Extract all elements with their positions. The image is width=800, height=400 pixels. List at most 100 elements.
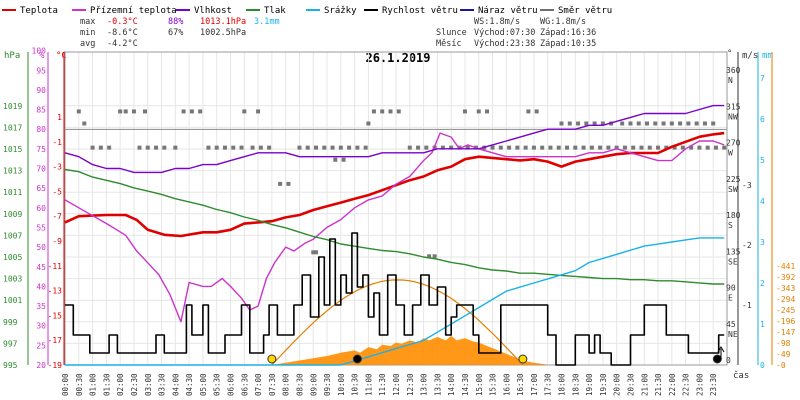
- wind-axis-label: m/s: [742, 51, 758, 61]
- x-tick-label: 14:30: [461, 373, 470, 396]
- wind-direction-mark: [678, 121, 683, 126]
- wind-direction-mark: [330, 145, 335, 150]
- dir-cardinal-label: SE: [728, 257, 738, 266]
- x-tick-label: 03:00: [144, 373, 153, 396]
- wind-direction-mark: [107, 145, 112, 150]
- temp-tick-label: 1: [57, 113, 62, 122]
- x-tick-label: 01:00: [89, 373, 98, 396]
- hum-tick-label: 75: [36, 145, 46, 154]
- wind-direction-mark: [145, 145, 150, 150]
- stats-panel: max -0.3°C 88% 1013.1hPa 3.1mm min -8.6°…: [80, 17, 280, 49]
- x-tick-label: 00:00: [61, 373, 70, 396]
- press-tick-label: 1001: [3, 296, 22, 305]
- wind-direction-mark: [305, 145, 310, 150]
- dir-tick-label: 315: [726, 102, 741, 111]
- x-tick-label: 02:00: [116, 373, 125, 396]
- solar-tick-label: -294: [776, 295, 795, 304]
- wind-direction-mark: [669, 121, 674, 126]
- x-tick-label: 16:30: [516, 373, 525, 396]
- rain-tick-label: 2: [760, 279, 765, 288]
- wind-direction-mark: [355, 145, 360, 150]
- wind-direction-mark: [286, 181, 291, 186]
- wind-direction-mark: [407, 145, 412, 150]
- wind-direction-mark: [416, 145, 421, 150]
- wind-direction-mark: [341, 157, 346, 162]
- solar-radiation-area: [271, 335, 551, 365]
- wind-direction-mark: [449, 145, 454, 150]
- stat-max-rain: 3.1mm: [254, 17, 280, 27]
- x-tick-label: 17:30: [544, 373, 553, 396]
- press-tick-label: 1013: [3, 167, 22, 176]
- x-tick-label: 13:00: [420, 373, 429, 396]
- hum-tick-label: 55: [36, 223, 46, 232]
- stat-avg-temp: -4.2°C: [107, 39, 138, 49]
- wind-direction-mark: [366, 121, 371, 126]
- wind-direction-mark: [242, 109, 247, 114]
- wind-direction-mark: [620, 121, 625, 126]
- solar-potential-line: [271, 279, 524, 366]
- stat-max-label: max: [80, 17, 95, 27]
- wind-direction-mark: [162, 145, 167, 150]
- stat-min-temp: -8.6°C: [107, 28, 138, 38]
- x-tick-label: 22:00: [668, 373, 677, 396]
- moon-marker: [712, 354, 722, 364]
- hum-tick-label: 70: [36, 165, 46, 174]
- series-line: [64, 132, 725, 323]
- wind-direction-mark: [311, 250, 316, 255]
- solar-tick-label: -392: [776, 273, 795, 282]
- wind-direction-mark: [507, 145, 512, 150]
- x-tick-label: 08:00: [282, 373, 291, 396]
- wind-direction-mark: [371, 109, 376, 114]
- wind-direction-mark: [239, 145, 244, 150]
- temp-tick-label: -17: [48, 336, 63, 345]
- wind-direction-mark: [424, 145, 429, 150]
- wind-direction-mark: [363, 145, 368, 150]
- solar-tick-label: -441: [776, 262, 795, 271]
- wind-direction-mark: [581, 145, 586, 150]
- legend-label: Náraz větru: [478, 6, 538, 16]
- wind-direction-mark: [567, 121, 572, 126]
- x-tick-label: 05:00: [199, 373, 208, 396]
- wind-direction-mark: [689, 145, 694, 150]
- moon-marker: [352, 354, 362, 364]
- x-tick-label: 23:00: [695, 373, 704, 396]
- wind-direction-mark: [653, 121, 658, 126]
- dir-tick-label: 0: [726, 356, 731, 365]
- wind-direction-mark: [697, 145, 702, 150]
- wind-direction-mark: [672, 145, 677, 150]
- wind-direction-mark: [76, 109, 81, 114]
- x-tick-label: 18:00: [558, 373, 567, 396]
- wind-direction-mark: [628, 121, 633, 126]
- stat-avg-label: avg: [80, 39, 95, 49]
- x-tick-label: 03:30: [158, 373, 167, 396]
- x-tick-label: 07:00: [254, 373, 263, 396]
- x-tick-label: 11:30: [378, 373, 387, 396]
- wind-direction-mark: [639, 145, 644, 150]
- x-tick-label: 13:30: [433, 373, 442, 396]
- wind-direction-mark: [214, 145, 219, 150]
- wind-direction-mark: [231, 145, 236, 150]
- x-tick-label: 06:30: [240, 373, 249, 396]
- wind-direction-mark: [705, 145, 710, 150]
- wind-direction-mark: [432, 254, 437, 259]
- wind-direction-mark: [540, 145, 545, 150]
- dir-tick-label: 45: [726, 320, 736, 329]
- wind-direction-mark: [98, 145, 103, 150]
- wind-direction-mark: [498, 145, 503, 150]
- hum-tick-label: 45: [36, 263, 46, 272]
- dir-tick-label: 90: [726, 284, 736, 293]
- dir-cardinal-label: SW: [728, 185, 738, 194]
- x-tick-label: 19:00: [585, 373, 594, 396]
- rain-tick-label: 7: [760, 74, 765, 83]
- wind-direction-mark: [656, 145, 661, 150]
- x-tick-label: 16:00: [502, 373, 511, 396]
- legend: Teplota Přízemní teplota Vlhkost Tlak Srážky…: [2, 6, 612, 16]
- wind-direction-mark: [314, 250, 319, 255]
- wind-direction-mark: [559, 121, 564, 126]
- wind-direction-mark: [600, 121, 605, 126]
- x-tick-label: 12:00: [392, 373, 401, 396]
- ws-value: WS:1.8m/s: [474, 17, 520, 27]
- wind-direction-mark: [347, 145, 352, 150]
- x-tick-label: 23:30: [709, 373, 718, 396]
- x-tick-label: 14:00: [447, 373, 456, 396]
